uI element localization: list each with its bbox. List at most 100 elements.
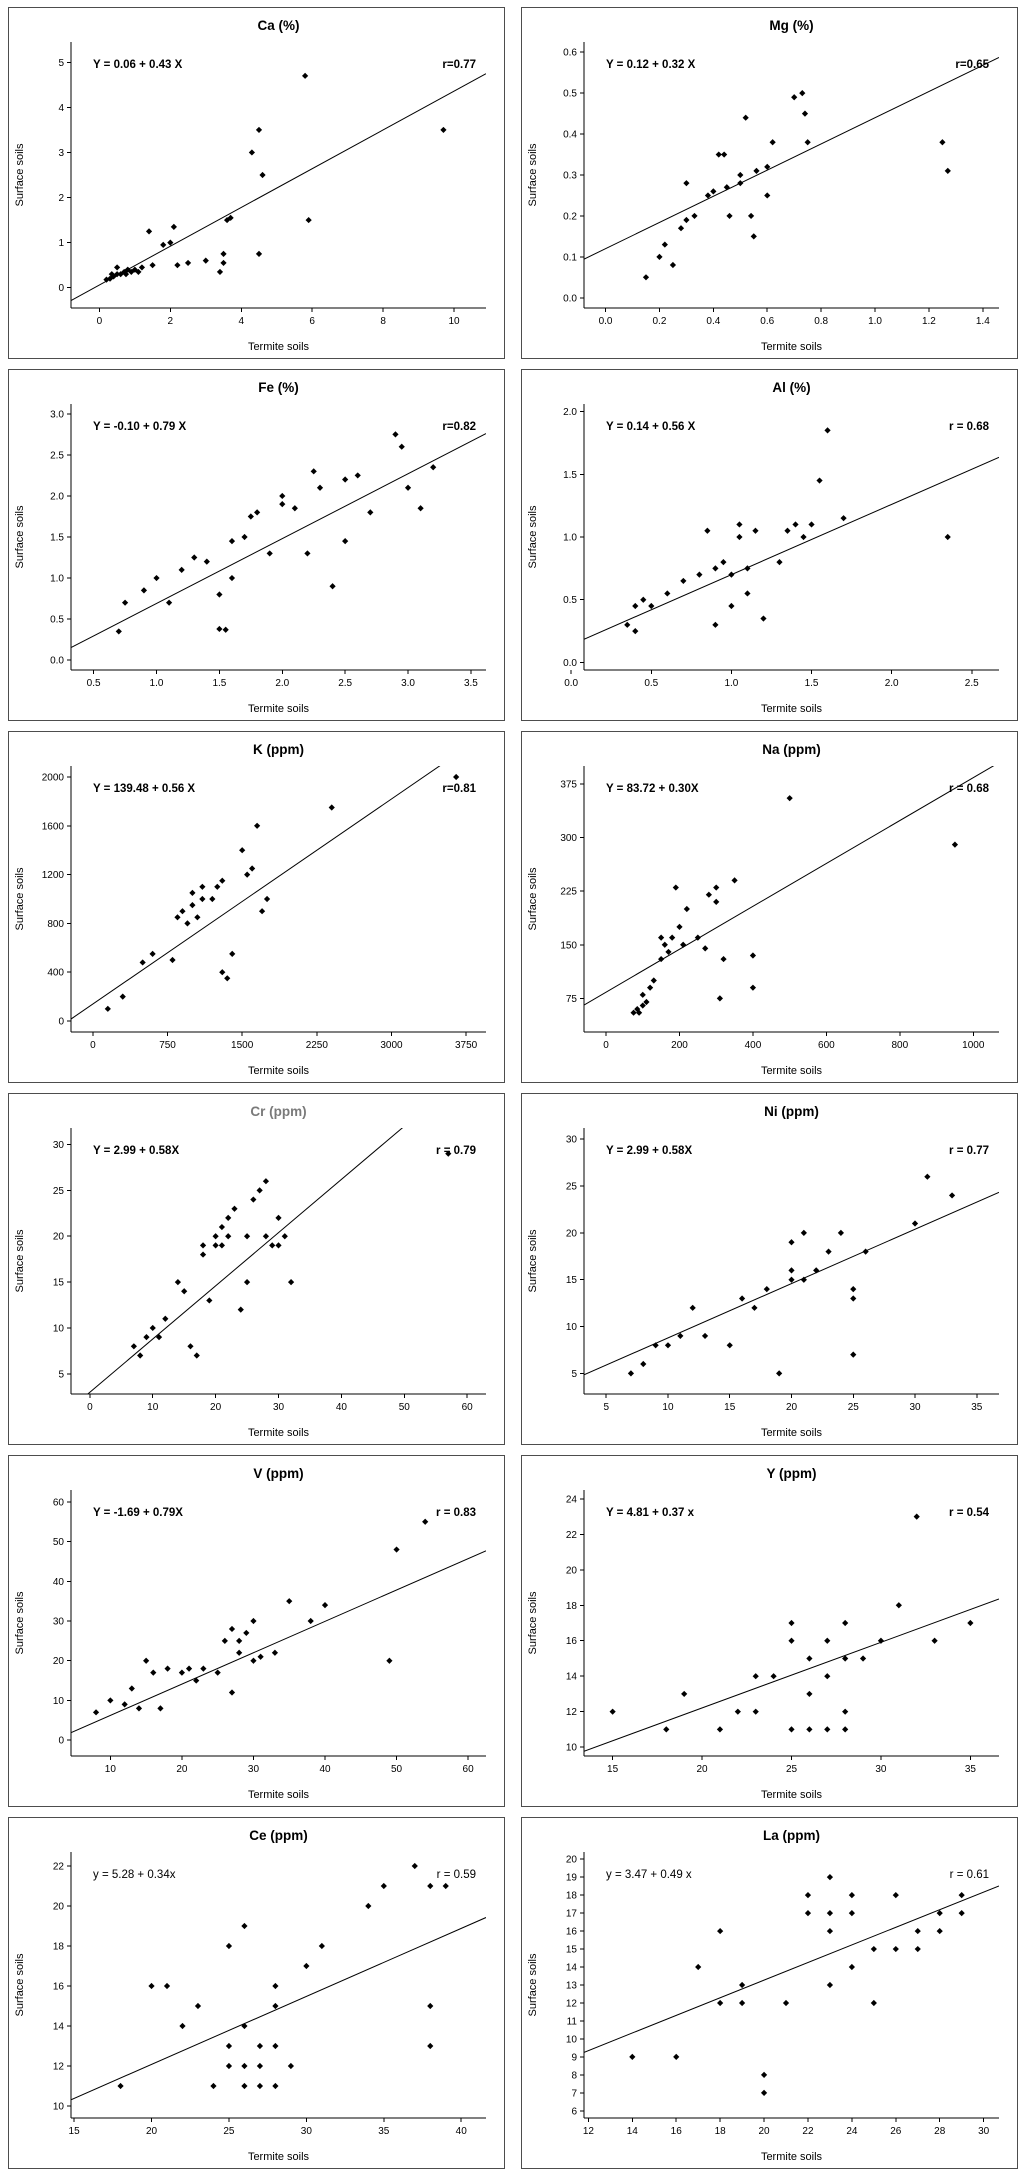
x-tick-label: 1000 bbox=[962, 1040, 985, 1051]
data-point bbox=[913, 1513, 920, 1520]
x-tick-label: 2250 bbox=[306, 1040, 329, 1051]
data-point bbox=[219, 877, 226, 884]
data-point bbox=[859, 1655, 867, 1662]
data-point bbox=[244, 871, 251, 878]
data-point bbox=[680, 577, 687, 585]
data-point bbox=[816, 477, 823, 484]
data-point bbox=[138, 264, 146, 271]
data-point bbox=[380, 1882, 387, 1890]
data-point bbox=[705, 891, 712, 898]
data-point bbox=[243, 1233, 251, 1240]
data-point bbox=[842, 1619, 849, 1627]
data-point bbox=[250, 1657, 257, 1664]
data-point bbox=[840, 515, 847, 522]
x-tick-label: 35 bbox=[965, 1764, 977, 1775]
data-point bbox=[804, 1892, 812, 1899]
data-point bbox=[243, 1278, 251, 1286]
x-tick-label: 50 bbox=[391, 1764, 403, 1775]
x-tick-label: 20 bbox=[786, 1402, 798, 1413]
x-tick-label: 20 bbox=[758, 2126, 770, 2137]
y-tick-label: 1600 bbox=[42, 821, 65, 832]
y-tick-label: 8 bbox=[571, 2070, 577, 2081]
equation-label: Y = 0.06 + 0.43 X bbox=[93, 59, 183, 71]
data-point bbox=[826, 1874, 834, 1881]
y-tick-label: 0.6 bbox=[563, 48, 577, 59]
data-point bbox=[632, 602, 639, 610]
data-point bbox=[624, 621, 631, 628]
data-point bbox=[107, 1697, 114, 1704]
r-label: r = 0.68 bbox=[949, 783, 990, 795]
x-axis-title: Termite soils bbox=[248, 1427, 310, 1439]
data-point bbox=[170, 223, 177, 230]
data-point bbox=[642, 274, 650, 281]
data-point bbox=[114, 271, 121, 278]
data-point bbox=[848, 1910, 855, 1917]
data-point bbox=[931, 1637, 938, 1644]
data-point bbox=[179, 2022, 186, 2030]
chart-ce: 15 20 25 30 35 40 10 12 14 16 18 20 22 Termite soils S… bbox=[14, 1828, 486, 2163]
data-point bbox=[422, 1518, 429, 1525]
data-point bbox=[640, 596, 647, 603]
chart-fe: 0.5 1.0 1.5 2.0 2.5 3.0 3.5 0.0 0.5 1.0 1.5 2.0 2.5 3… bbox=[14, 380, 486, 715]
y-tick-label: 2.0 bbox=[563, 407, 577, 418]
x-tick-label: 10 bbox=[662, 1402, 674, 1413]
equation-label: Y = 2.99 + 0.58X bbox=[93, 1145, 179, 1157]
x-tick-label: 600 bbox=[818, 1040, 835, 1051]
regression-line bbox=[584, 57, 999, 260]
y-tick-label: 16 bbox=[53, 1982, 65, 1993]
data-point bbox=[185, 1665, 193, 1672]
data-point bbox=[304, 550, 311, 557]
data-point bbox=[924, 1173, 931, 1180]
x-tick-label: 20 bbox=[146, 2126, 158, 2137]
y-tick-label: 30 bbox=[53, 1617, 65, 1628]
data-point bbox=[135, 268, 142, 276]
data-point bbox=[318, 1942, 325, 1950]
data-point bbox=[726, 212, 733, 220]
x-tick-label: 40 bbox=[456, 2126, 468, 2137]
data-point bbox=[848, 1963, 855, 1971]
data-point bbox=[150, 1669, 157, 1676]
data-point bbox=[137, 1352, 144, 1359]
data-point bbox=[203, 558, 210, 565]
data-point bbox=[140, 587, 148, 594]
data-point bbox=[212, 1242, 219, 1249]
data-point bbox=[427, 2042, 434, 2050]
x-tick-label: 200 bbox=[671, 1040, 688, 1051]
x-axis-title: Termite soils bbox=[761, 1065, 823, 1077]
y-tick-label: 0.4 bbox=[563, 130, 577, 141]
x-tick-label: 40 bbox=[336, 1402, 348, 1413]
data-point bbox=[716, 995, 723, 1002]
data-point bbox=[279, 501, 286, 508]
equation-label: Y = 83.72 + 0.30X bbox=[606, 783, 699, 795]
data-point bbox=[386, 1657, 393, 1664]
r-label: r = 0.61 bbox=[950, 1869, 989, 1881]
data-point bbox=[224, 975, 231, 982]
data-point bbox=[702, 945, 709, 952]
chart-title: Cr (ppm) bbox=[250, 1104, 306, 1119]
data-point bbox=[661, 941, 668, 948]
data-point bbox=[721, 151, 728, 158]
data-point bbox=[184, 920, 191, 927]
x-tick-label: 0.8 bbox=[814, 316, 828, 327]
data-point bbox=[440, 126, 447, 134]
y-tick-label: 0.0 bbox=[563, 293, 577, 304]
data-point bbox=[752, 527, 759, 534]
y-tick-label: 3 bbox=[58, 148, 64, 159]
data-point bbox=[178, 566, 185, 573]
regression-line bbox=[71, 1550, 486, 1734]
data-point bbox=[174, 262, 181, 269]
data-point bbox=[365, 1902, 372, 1910]
y-tick-label: 0.1 bbox=[563, 252, 577, 263]
data-point bbox=[225, 1942, 233, 1950]
chart-ni: 5 10 15 20 25 30 35 5 10 15 20 25 30 Termite soils Sur… bbox=[527, 1104, 999, 1439]
data-point bbox=[212, 1233, 219, 1240]
data-point bbox=[669, 261, 677, 269]
data-point bbox=[784, 527, 791, 534]
regression-line bbox=[71, 433, 486, 649]
data-point bbox=[160, 241, 167, 248]
y-tick-label: 50 bbox=[53, 1537, 65, 1548]
data-point bbox=[701, 1332, 709, 1340]
x-tick-label: 1.4 bbox=[976, 316, 990, 327]
y-tick-label: 0 bbox=[58, 1736, 64, 1747]
